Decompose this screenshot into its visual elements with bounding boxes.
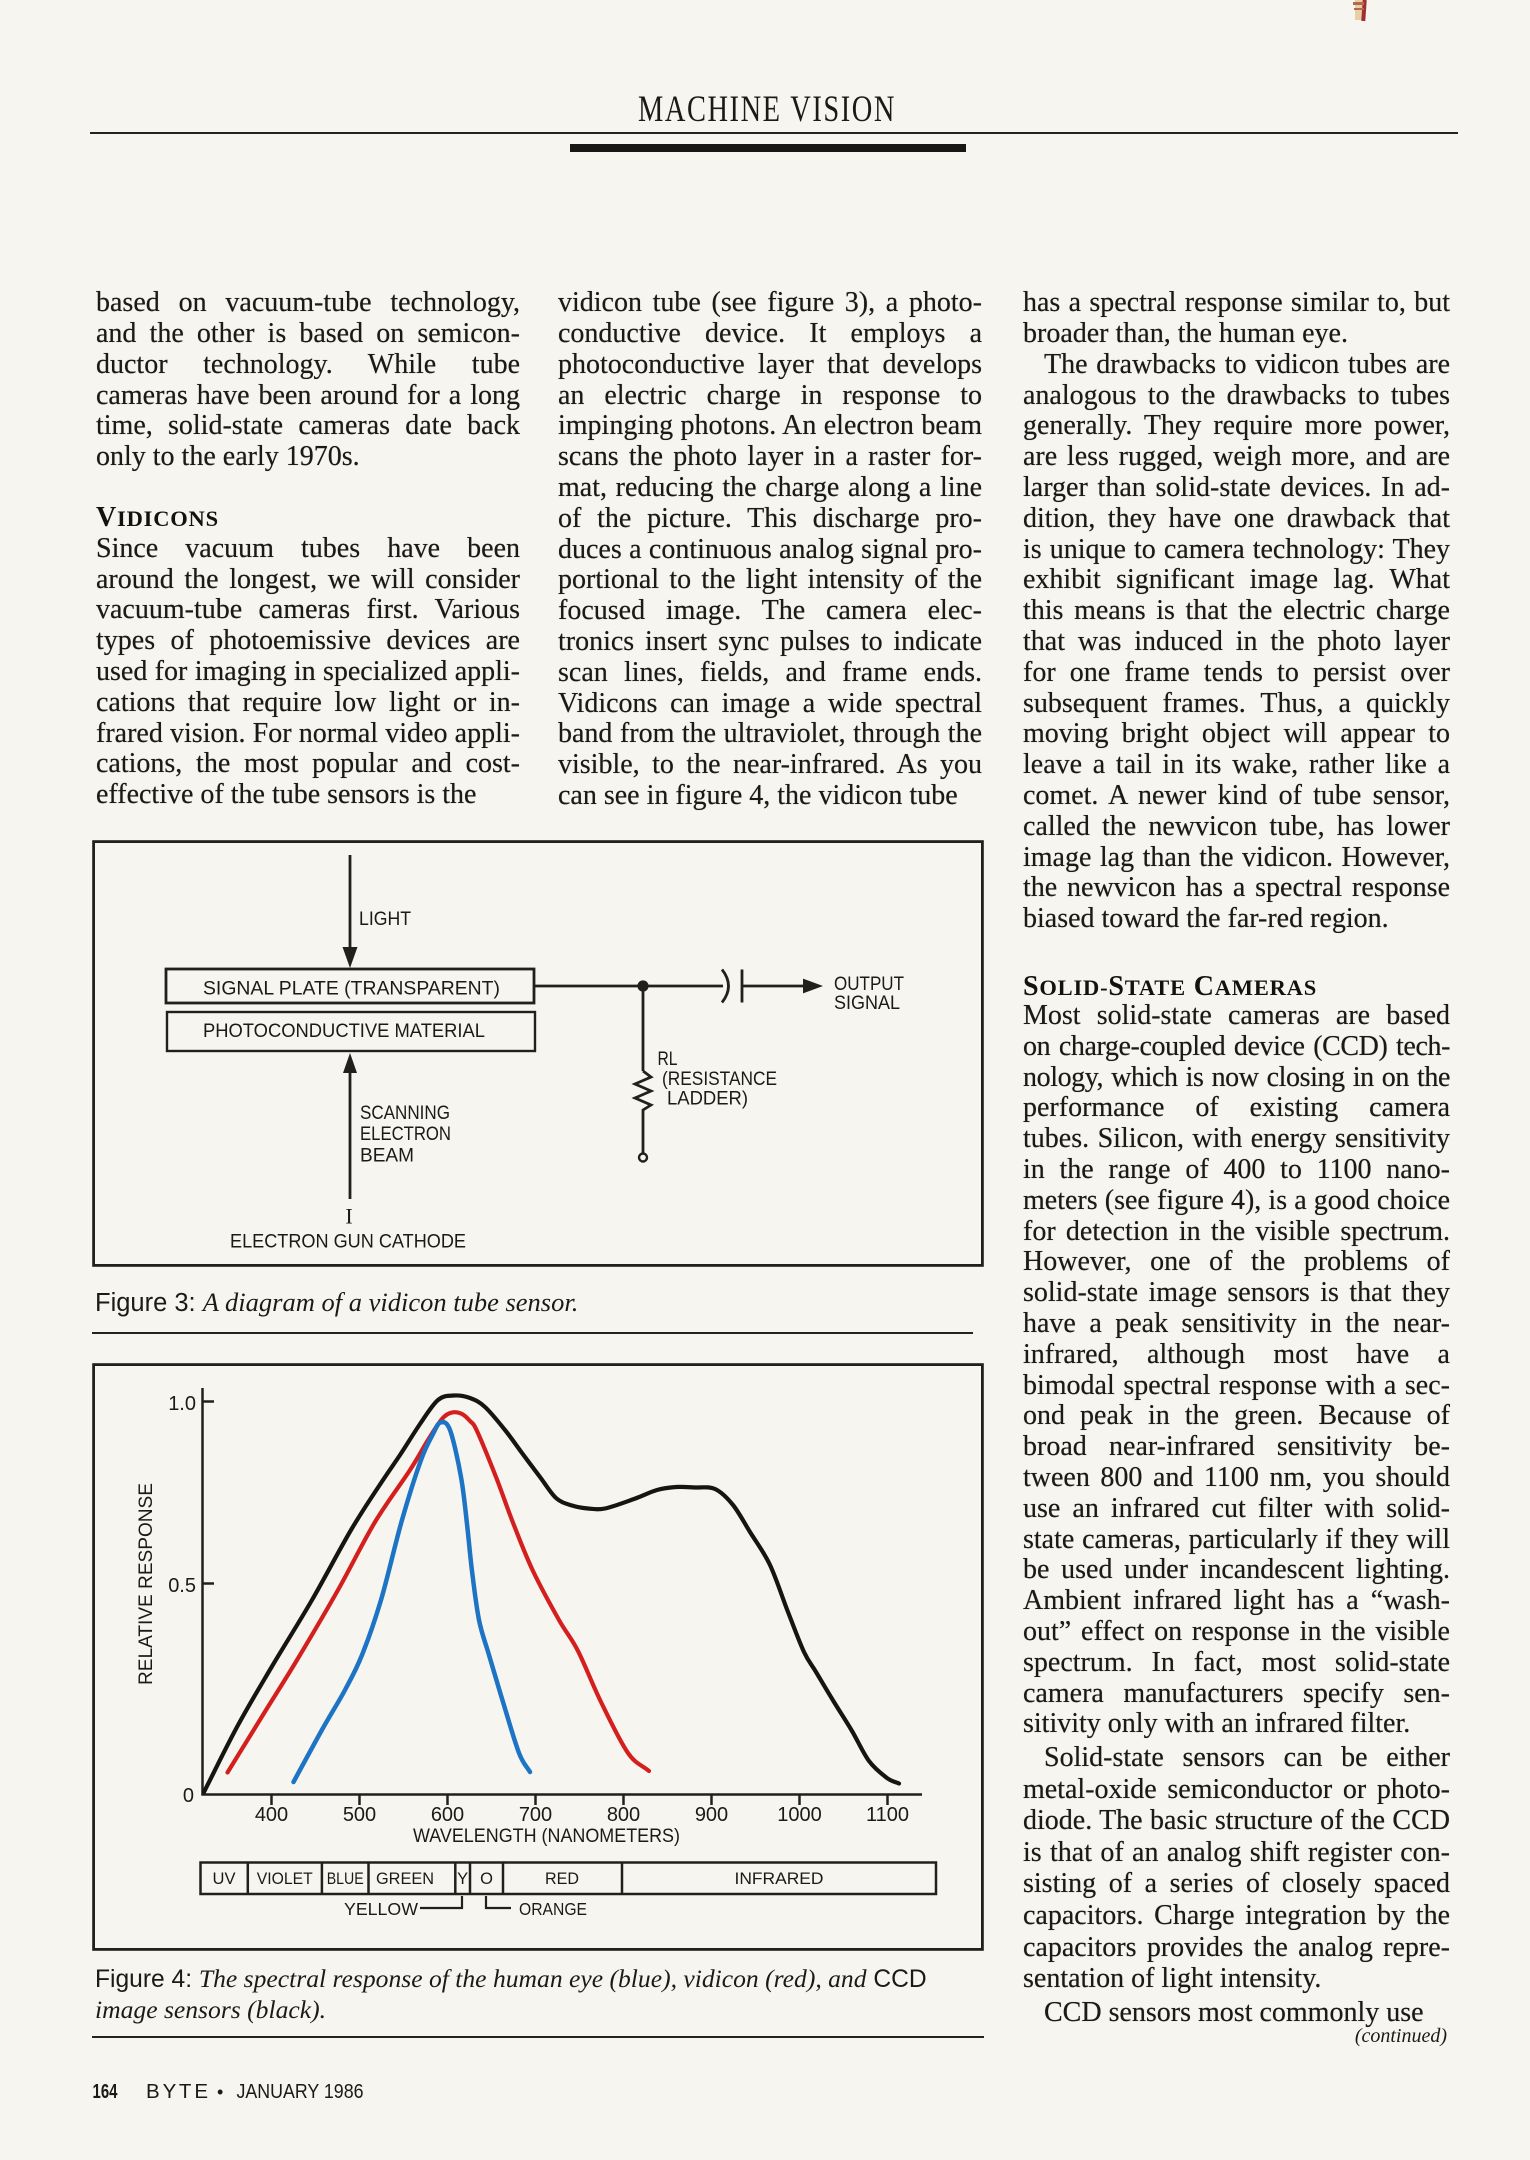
svg-text:BEAM: BEAM — [360, 1145, 414, 1167]
svg-text:WAVELENGTH (NANOMETERS): WAVELENGTH (NANOMETERS) — [413, 1825, 680, 1847]
svg-text:SIGNAL PLATE (TRANSPARENT): SIGNAL PLATE (TRANSPARENT) — [203, 978, 500, 1000]
svg-text:B Y T E: B Y T E — [146, 2080, 208, 2103]
svg-text:INFRARED: INFRARED — [735, 1870, 824, 1888]
svg-text:800: 800 — [607, 1804, 640, 1826]
svg-text:RL: RL — [658, 1048, 678, 1070]
svg-text:500: 500 — [343, 1804, 376, 1826]
svg-text:BLUE: BLUE — [327, 1870, 364, 1888]
svg-text:1100: 1100 — [866, 1804, 909, 1826]
svg-text:YELLOW: YELLOW — [344, 1899, 418, 1919]
svg-text:UV: UV — [213, 1870, 236, 1888]
svg-text:JANUARY 1986: JANUARY 1986 — [237, 2080, 364, 2103]
svg-text:1.0: 1.0 — [168, 1393, 196, 1415]
svg-text:LADDER): LADDER) — [667, 1088, 748, 1110]
svg-text:•: • — [217, 2082, 223, 2102]
svg-text:O: O — [480, 1870, 493, 1888]
svg-text:GREEN: GREEN — [376, 1870, 434, 1888]
svg-text:OUTPUT: OUTPUT — [834, 974, 904, 995]
svg-text:164: 164 — [93, 2080, 118, 2103]
svg-text:RED: RED — [545, 1870, 579, 1888]
svg-text:400: 400 — [255, 1804, 288, 1826]
svg-text:(RESISTANCE: (RESISTANCE — [662, 1068, 777, 1090]
svg-text:SIGNAL: SIGNAL — [834, 993, 900, 1014]
svg-text:900: 900 — [695, 1804, 728, 1826]
svg-text:PHOTOCONDUCTIVE MATERIAL: PHOTOCONDUCTIVE MATERIAL — [203, 1020, 485, 1042]
svg-text:700: 700 — [519, 1804, 552, 1826]
svg-text:0: 0 — [183, 1785, 194, 1807]
svg-text:1000: 1000 — [777, 1804, 822, 1826]
svg-text:ELECTRON: ELECTRON — [360, 1123, 451, 1145]
svg-text:ORANGE: ORANGE — [519, 1899, 587, 1919]
svg-text:RELATIVE RESPONSE: RELATIVE RESPONSE — [135, 1483, 157, 1685]
svg-text:Y: Y — [457, 1870, 468, 1888]
svg-text:I: I — [345, 1204, 352, 1229]
svg-text:MACHINE VISION: MACHINE VISION — [638, 88, 896, 129]
svg-text:LIGHT: LIGHT — [359, 908, 411, 930]
svg-text:ELECTRON GUN CATHODE: ELECTRON GUN CATHODE — [230, 1231, 466, 1253]
svg-text:VIOLET: VIOLET — [257, 1870, 313, 1888]
svg-text:600: 600 — [431, 1804, 464, 1826]
svg-text:SCANNING: SCANNING — [360, 1102, 450, 1124]
svg-text:0.5: 0.5 — [168, 1575, 196, 1597]
